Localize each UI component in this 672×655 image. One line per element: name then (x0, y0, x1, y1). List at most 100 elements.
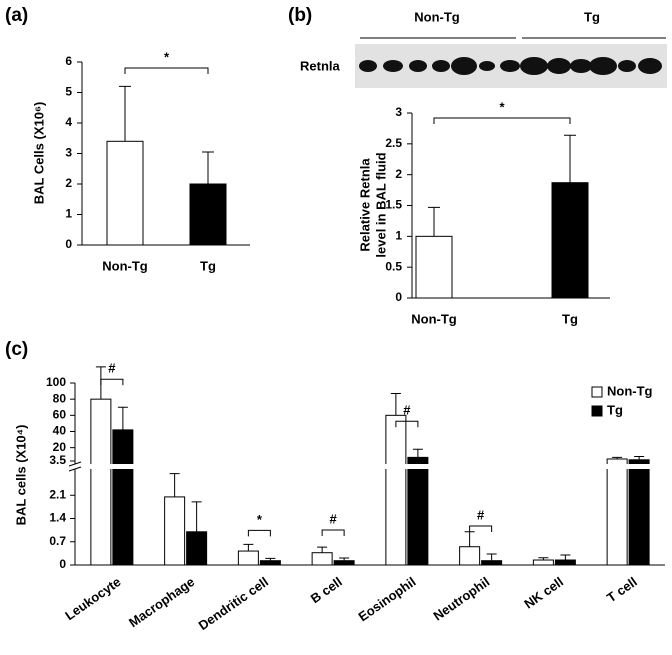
error-bar (317, 546, 328, 553)
y-axis-title: level in BAL fluid (373, 152, 388, 257)
bar (311, 552, 333, 566)
y-tick-label: 3 (395, 105, 402, 119)
y-tick-label: 4 (65, 115, 72, 129)
blot-band (383, 60, 403, 72)
y-tick-label: 0 (65, 237, 72, 251)
error-bar (428, 206, 440, 237)
error-bar (243, 543, 254, 552)
blot-band (500, 60, 520, 72)
y-tick-label: 3 (65, 146, 72, 160)
legend-swatch (591, 386, 603, 398)
significance-bracket (469, 525, 493, 533)
error-bar (119, 85, 131, 142)
blot-band (570, 59, 592, 73)
y-tick-label: 1.5 (385, 198, 402, 212)
y-tick-label: 0 (395, 290, 402, 304)
y-axis-title: Relative Retnla (357, 158, 372, 252)
error-bar (560, 554, 571, 561)
bar (164, 496, 186, 566)
y-tick-label: 2 (395, 167, 402, 181)
bar (532, 559, 554, 566)
error-bar (612, 456, 623, 459)
y-tick-label: 0.5 (385, 259, 402, 273)
error-bar (265, 557, 276, 561)
bar (628, 459, 650, 566)
blot-label: Retnla (300, 58, 341, 73)
significance-bracket (321, 529, 345, 537)
significance-label: # (403, 403, 411, 418)
x-tick-label: Macrophage (126, 574, 197, 630)
x-tick-label: Leukocyte (62, 574, 123, 623)
blot-group-label: Tg (584, 9, 600, 24)
error-bar (169, 473, 180, 497)
significance-bracket (395, 420, 419, 428)
bar (459, 546, 481, 566)
x-tick-label: Non-Tg (411, 311, 457, 326)
significance-label: * (499, 99, 505, 114)
bar (606, 458, 628, 566)
x-tick-label: Tg (562, 311, 578, 326)
y-tick-label: 0 (59, 557, 66, 571)
y-tick-label: 2 (65, 176, 72, 190)
y-tick-label: 100 (46, 375, 66, 389)
significance-bracket (247, 529, 271, 537)
significance-bracket (124, 67, 209, 74)
x-tick-label: T cell (604, 574, 640, 605)
y-tick-label: 80 (53, 391, 67, 405)
error-bar (634, 456, 645, 460)
blot-group-label: Non-Tg (414, 9, 460, 24)
significance-bracket (433, 117, 571, 124)
x-tick-label: Tg (200, 258, 216, 273)
blot-band (409, 60, 427, 72)
error-bar (191, 501, 202, 532)
x-tick-label: Eosinophil (356, 574, 419, 624)
blot-band (432, 60, 450, 72)
panel-label: (c) (5, 339, 28, 360)
blot-band (547, 58, 571, 74)
x-tick-label: Neutrophil (430, 574, 492, 624)
y-tick-label: 3.5 (49, 453, 66, 467)
significance-label: * (164, 49, 170, 64)
blot-band (359, 60, 377, 72)
x-tick-label: Dendritic cell (196, 574, 271, 633)
significance-bracket (100, 378, 124, 386)
axis-break-gap (69, 464, 665, 469)
panel-label: (a) (5, 5, 28, 26)
error-bar (538, 557, 549, 561)
significance-label: # (330, 511, 338, 526)
y-tick-label: 2.1 (49, 487, 66, 501)
legend-label: Non-Tg (607, 383, 653, 398)
panel-label: (b) (288, 5, 312, 26)
significance-label: * (257, 512, 263, 527)
blot-band (618, 60, 636, 72)
error-bar (390, 393, 401, 416)
y-tick-label: 5 (65, 85, 72, 99)
bar (106, 140, 144, 246)
bar (551, 182, 589, 299)
error-bar (117, 406, 128, 430)
y-axis-title: BAL cells (X10⁴) (13, 425, 28, 526)
y-tick-label: 20 (53, 440, 67, 454)
axis-break-mark (68, 461, 82, 472)
legend-swatch (591, 405, 603, 417)
bar (189, 183, 227, 246)
y-tick-label: 1 (65, 207, 72, 221)
error-bar (486, 553, 497, 561)
bar (186, 531, 208, 566)
legend-label: Tg (607, 402, 623, 417)
blot-band (520, 57, 548, 75)
error-bar (202, 151, 214, 184)
y-tick-label: 1.4 (49, 511, 66, 525)
blot-band (638, 58, 662, 74)
bar (90, 398, 112, 566)
y-tick-label: 2.5 (385, 136, 402, 150)
bar (112, 429, 134, 566)
y-tick-label: 1 (395, 229, 402, 243)
bar (259, 560, 281, 566)
bar (481, 560, 503, 566)
significance-label: # (108, 361, 116, 376)
bar (333, 560, 355, 566)
bar (415, 235, 453, 299)
western-blot (359, 57, 662, 75)
